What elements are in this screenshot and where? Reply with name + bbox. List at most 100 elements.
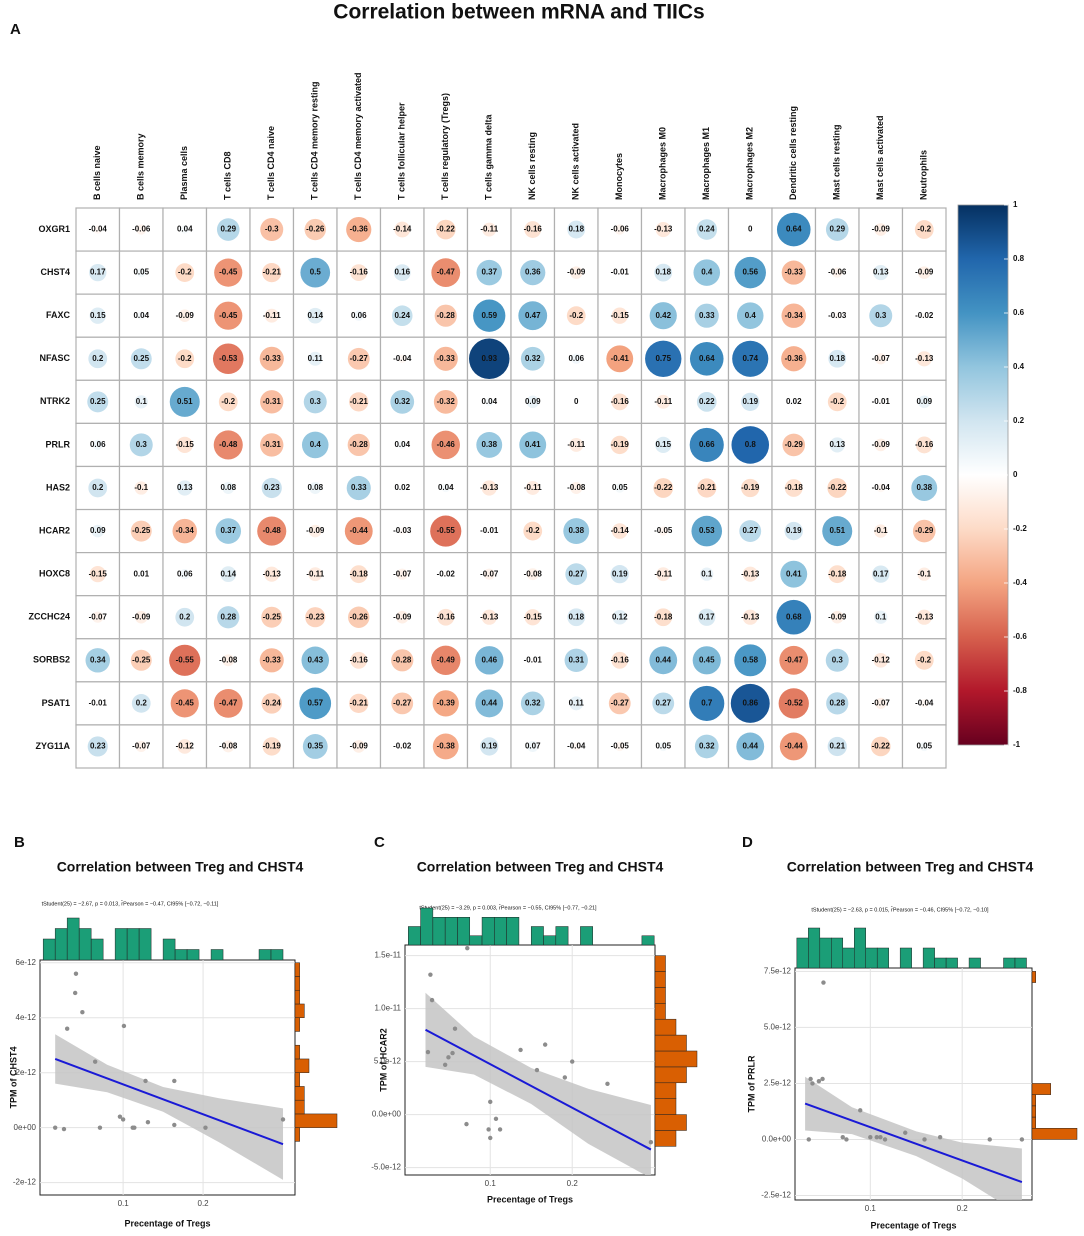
correlation-circle <box>827 478 848 498</box>
column-label: Macrophages M1 <box>701 127 711 200</box>
cell-value: 0.09 <box>525 397 541 406</box>
cell-value: 0.04 <box>177 225 193 234</box>
cell-value: -0.1 <box>874 526 888 535</box>
cell-value: -0.08 <box>524 569 543 578</box>
cell-value: 0.17 <box>699 612 715 621</box>
correlation-circle <box>527 740 539 753</box>
correlation-circle <box>88 478 108 498</box>
y-histogram-bar <box>1031 1083 1051 1095</box>
data-point <box>172 1078 177 1084</box>
cell-value: 0.38 <box>916 483 932 492</box>
correlation-circle <box>437 608 455 626</box>
correlation-circle <box>468 338 510 380</box>
correlation-circle <box>614 224 625 235</box>
data-point <box>1019 1137 1025 1142</box>
x-histogram-bar <box>506 917 520 946</box>
data-point <box>425 1049 431 1055</box>
plot-content <box>40 960 295 1195</box>
cell-value: -0.44 <box>350 526 369 535</box>
correlation-circle <box>612 609 628 625</box>
cell-value: -0.55 <box>176 655 195 664</box>
cell-value: 0.66 <box>699 440 715 449</box>
y-tick-label: 5.0e-12 <box>764 1023 792 1032</box>
cell-value: 0.04 <box>438 483 454 492</box>
correlation-circle <box>442 571 449 578</box>
cell-value: 0.4 <box>745 311 757 320</box>
correlation-circle <box>567 608 586 627</box>
correlation-circle <box>781 303 806 328</box>
confidence-band <box>425 992 651 1175</box>
cell-value: 0.16 <box>394 268 410 277</box>
correlation-circle <box>917 395 931 409</box>
data-point <box>72 990 78 996</box>
cell-value: 0.41 <box>525 440 541 449</box>
cell-value: 0.41 <box>786 569 802 578</box>
y-tick-label: 1.0e-11 <box>374 1004 401 1013</box>
y-histogram-bar <box>654 1066 687 1084</box>
cell-value: -0.36 <box>350 225 369 234</box>
correlation-circle <box>398 354 407 363</box>
cell-value: -0.22 <box>437 225 456 234</box>
correlation-circle <box>696 219 718 240</box>
correlation-circle <box>826 692 849 715</box>
x-histogram-bar <box>854 927 866 969</box>
data-point <box>80 1010 85 1015</box>
cell <box>466 595 512 640</box>
correlation-circle <box>135 740 147 753</box>
correlation-circle <box>654 263 673 282</box>
cell-value: -0.2 <box>830 397 844 406</box>
cell-value: 0.15 <box>90 311 106 320</box>
column-label: T cells CD4 memory activated <box>353 72 363 200</box>
cell-value: -0.47 <box>219 698 238 707</box>
cell-value: -0.28 <box>437 311 456 320</box>
cell-value: -0.18 <box>654 612 673 621</box>
column-label: B cells memory <box>136 133 146 200</box>
correlation-circle <box>610 435 629 455</box>
correlation-circle <box>689 427 724 462</box>
data-point <box>429 997 435 1003</box>
correlation-circle <box>736 302 764 329</box>
correlation-circle <box>301 646 330 675</box>
cell-value: 0.12 <box>612 612 628 621</box>
correlation-circle <box>481 480 497 496</box>
y-tick-label: -2e-12 <box>13 1178 37 1187</box>
correlation-circle <box>830 610 844 624</box>
x-histogram-bar <box>831 937 844 969</box>
correlation-circle <box>300 257 331 288</box>
correlation-circle <box>391 692 414 715</box>
cell-value: -0.13 <box>263 569 282 578</box>
correlation-circle <box>869 304 893 328</box>
stats-subtitle: tStudent(25) = −2.67, p = 0.013, r̂Pears… <box>42 900 219 907</box>
cell-value: -0.07 <box>872 698 891 707</box>
correlation-circle <box>399 485 406 491</box>
x-histogram-bar <box>162 938 176 961</box>
correlation-circle <box>215 518 242 544</box>
cell-value: 0.08 <box>220 483 236 492</box>
y-histogram-bar <box>294 1086 305 1101</box>
correlation-circle <box>261 693 283 714</box>
correlation-circle <box>130 520 152 542</box>
correlation-circle <box>732 340 769 377</box>
y-tick-label: 7.5e-12 <box>764 966 792 975</box>
column-label: T cells CD4 memory resting <box>310 81 320 200</box>
correlation-circle <box>691 515 723 547</box>
cell-value: -0.29 <box>915 526 934 535</box>
cell <box>597 724 643 769</box>
correlation-circle <box>431 430 460 460</box>
correlation-circle <box>220 566 237 583</box>
cell-value: -0.25 <box>132 526 151 535</box>
correlation-circle <box>734 256 766 289</box>
cell-value: -0.04 <box>567 742 586 751</box>
correlation-circle <box>689 341 724 376</box>
data-point <box>987 1137 992 1142</box>
correlation-circle <box>180 225 189 234</box>
correlation-circle <box>778 688 809 719</box>
correlation-circle <box>566 306 586 326</box>
data-point <box>488 1135 493 1141</box>
cell-value: 0.5 <box>310 268 322 277</box>
cell-value: 0.02 <box>786 397 802 406</box>
y-histogram-bar <box>1031 1128 1078 1140</box>
correlation-circle <box>212 343 244 375</box>
correlation-circle <box>261 477 282 499</box>
data-point <box>534 1067 540 1073</box>
